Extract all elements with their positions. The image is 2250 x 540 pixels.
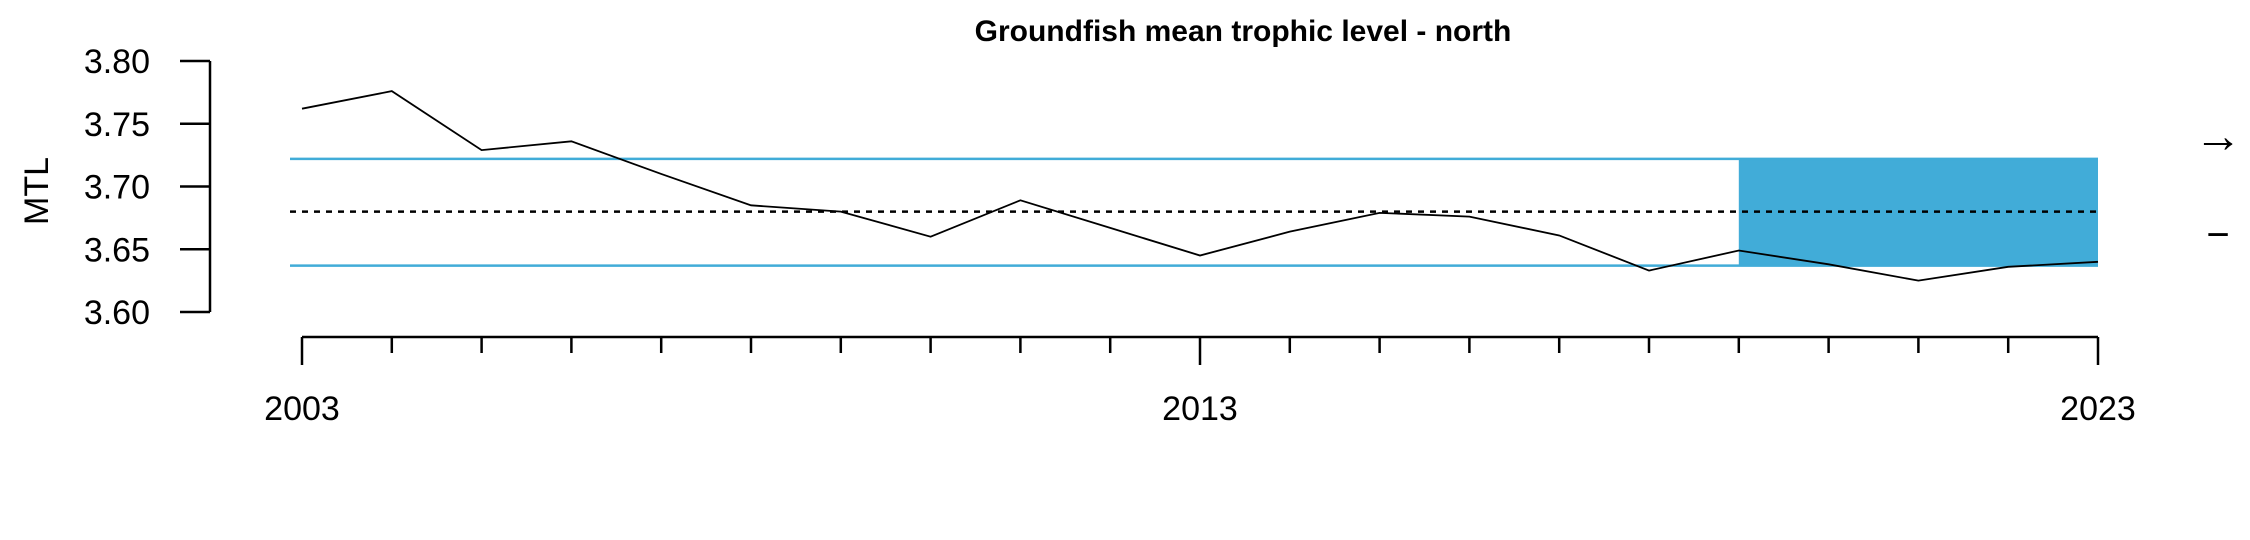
recent-period-box <box>1738 158 2098 266</box>
status-symbol: − <box>2206 213 2229 257</box>
trend-symbol: → <box>2194 110 2242 163</box>
recent-period-layer <box>1738 158 2098 266</box>
x-tick-label-2023: 2023 <box>2060 390 2136 428</box>
x-tick-label-2013: 2013 <box>1162 390 1238 428</box>
y-tick-label-3.80: 3.80 <box>84 43 150 81</box>
y-tick-label-3.60: 3.60 <box>84 294 150 332</box>
series-line-0 <box>301 90 2099 282</box>
x-tick-label-2003: 2003 <box>264 390 340 428</box>
series-layer <box>301 90 2099 282</box>
y-axis-label: MTL <box>18 157 56 225</box>
x-axis: 2003 2013 2023 <box>264 335 2136 428</box>
y-tick-label-3.75: 3.75 <box>84 106 150 144</box>
y-tick-label-3.65: 3.65 <box>84 231 150 269</box>
y-tick-label-3.70: 3.70 <box>84 169 150 207</box>
y-axis: 3.60 3.65 3.70 3.75 3.80 <box>84 43 212 332</box>
bounds-layer <box>290 157 2098 267</box>
chart-title: Groundfish mean trophic level - north <box>975 15 1512 48</box>
